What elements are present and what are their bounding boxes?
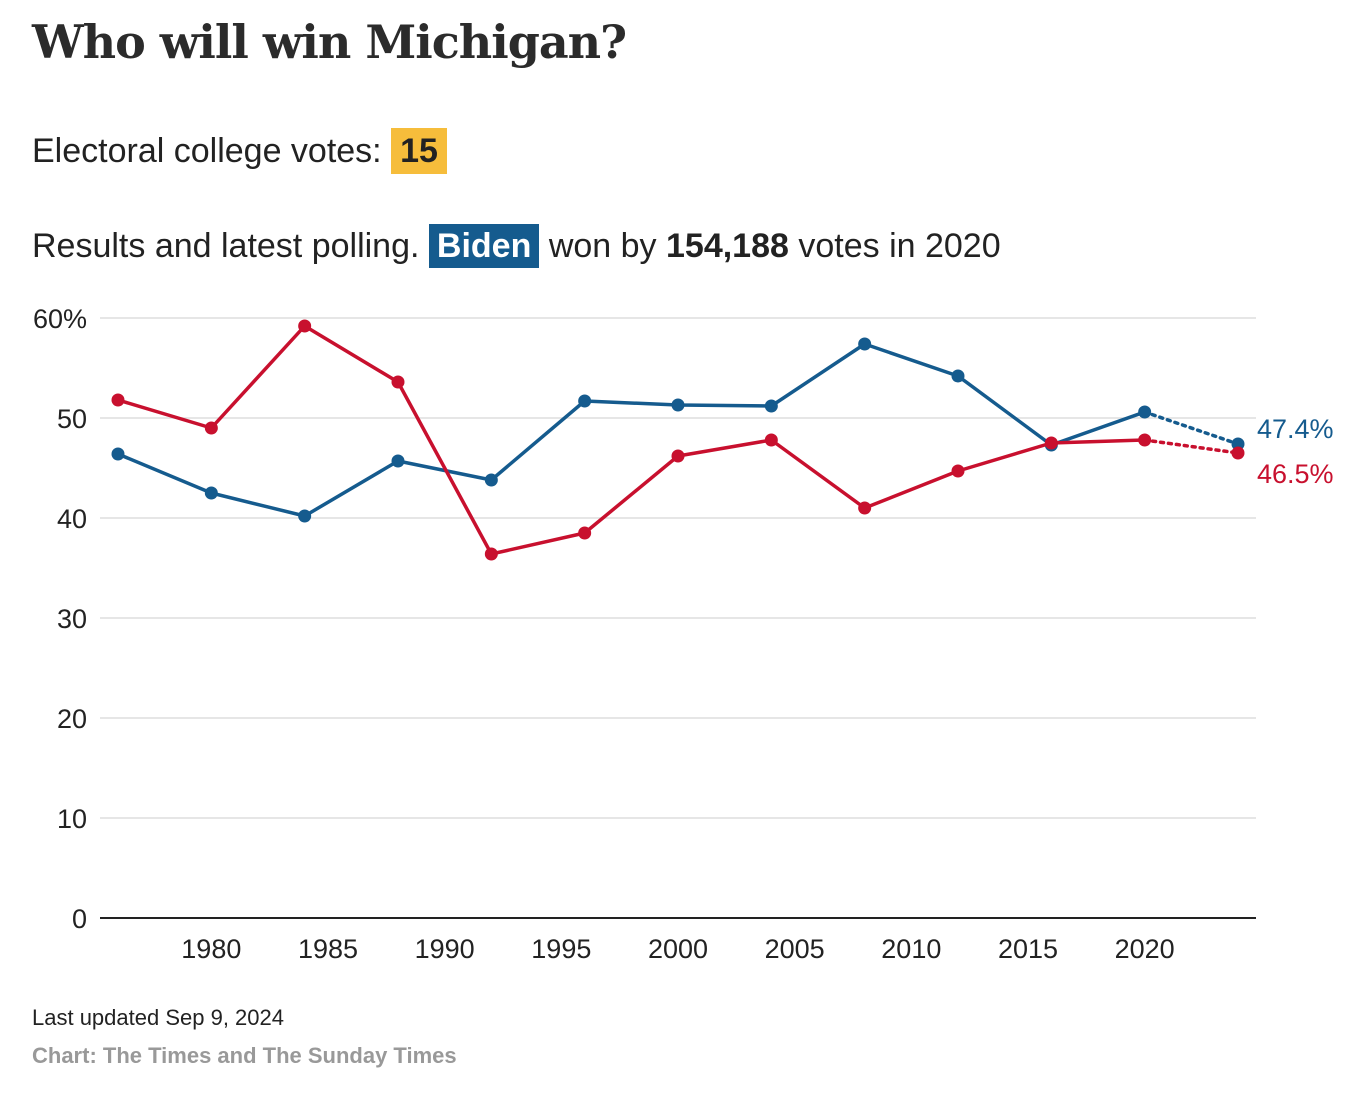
x-tick-label: 1985 [298,934,358,964]
electoral-votes-line: Electoral college votes: 15 [32,128,447,174]
winner-badge: Biden [428,224,540,268]
results-prefix: Results and latest polling. [32,227,420,265]
series-projection-line [1142,410,1240,446]
end-labels: 47.4% 46.5% [1257,414,1334,489]
y-tick-label: 0 [72,904,87,934]
x-tick-label: 2010 [881,934,941,964]
y-tick-label: 10 [57,804,87,834]
line-chart: 0 10 20 30 40 50 60% 1980 1985 1990 1995 2000 2005 2… [33,304,1334,964]
y-axis-ticks: 0 10 20 30 40 50 60% [33,304,87,934]
series-1 [111,319,1245,561]
data-point [764,433,778,447]
data-point [671,398,685,412]
data-point [484,473,498,487]
data-point [111,393,125,407]
data-point [1044,436,1058,450]
x-axis-ticks: 1980 1985 1990 1995 2000 2005 2010 2015 2020 [181,934,1174,964]
x-tick-label: 2000 [648,934,708,964]
y-tick-label: 40 [57,504,87,534]
data-point [1231,446,1245,460]
x-tick-label: 2015 [998,934,1058,964]
data-point [1231,437,1245,451]
results-line: Results and latest polling. Biden won by… [32,224,1001,268]
end-value-label: 47.4% [1257,414,1334,444]
data-point [484,547,498,561]
data-point [391,375,405,389]
x-tick-label: 2005 [765,934,825,964]
data-point [858,501,872,515]
x-tick-label: 2020 [1115,934,1175,964]
data-point [951,369,965,383]
x-tick-label: 1980 [181,934,241,964]
data-point [298,509,312,523]
grid-layer [100,317,1256,919]
data-point [578,526,592,540]
series-layer [111,319,1245,561]
data-point [111,447,125,461]
last-updated: Last updated Sep 9, 2024 [32,1005,284,1030]
x-tick-label: 1995 [531,934,591,964]
data-point [951,464,965,478]
series-0 [111,337,1245,523]
data-point [764,399,778,413]
electoral-votes-badge: 15 [391,128,447,174]
y-tick-label: 50 [57,404,87,434]
data-point [578,394,592,408]
y-tick-label: 20 [57,704,87,734]
data-point [204,421,218,435]
data-point [204,486,218,500]
end-value-label: 46.5% [1257,459,1334,489]
data-point [671,449,685,463]
votes-in-text: votes in 2020 [798,227,1001,265]
won-by-text: won by [548,227,657,265]
chart-source: Chart: The Times and The Sunday Times [32,1043,457,1068]
y-tick-label: 60% [33,304,87,334]
data-point [1138,405,1152,419]
y-tick-label: 30 [57,604,87,634]
series-projection-line [1142,438,1240,455]
series-line [117,342,1146,518]
page-title: Who will win Michigan? [32,15,627,69]
data-point [1138,433,1152,447]
data-point [298,319,312,333]
series-line [117,324,1145,556]
data-point [858,337,872,351]
x-tick-label: 1990 [415,934,475,964]
vote-margin: 154,188 [666,227,789,265]
electoral-votes-label: Electoral college votes: [32,132,382,170]
data-point [391,454,405,468]
